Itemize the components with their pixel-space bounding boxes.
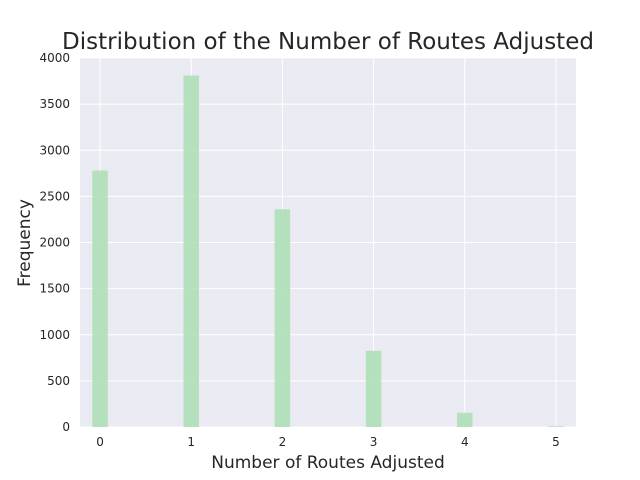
y-tick-label: 2000 — [39, 236, 70, 250]
y-tick-label: 1000 — [39, 328, 70, 342]
y-tick-label: 3000 — [39, 143, 70, 157]
y-tick-label: 0 — [62, 420, 70, 434]
bar — [548, 426, 564, 427]
y-axis-label: Frequency — [15, 199, 35, 287]
x-tick-label: 5 — [552, 435, 560, 449]
x-tick-label: 0 — [96, 435, 104, 449]
y-tick-label: 2500 — [39, 189, 70, 203]
x-tick-label: 4 — [461, 435, 469, 449]
x-tick-labels: 0 1 2 3 4 5 — [96, 435, 560, 449]
y-tick-label: 1500 — [39, 282, 70, 296]
y-tick-label: 4000 — [39, 51, 70, 65]
bar — [92, 170, 108, 428]
bar — [183, 75, 199, 427]
bar — [457, 412, 473, 427]
x-tick-label: 2 — [279, 435, 287, 449]
chart-title: Distribution of the Number of Routes Adj… — [62, 29, 594, 55]
y-tick-label: 500 — [47, 374, 70, 388]
x-tick-label: 1 — [187, 435, 195, 449]
bars — [92, 75, 564, 428]
y-tick-labels: 0 500 1000 1500 2000 2500 3000 3500 4000 — [39, 51, 70, 434]
x-tick-label: 3 — [370, 435, 378, 449]
y-tick-label: 3500 — [39, 97, 70, 111]
bar — [365, 350, 382, 427]
bar — [274, 209, 291, 427]
x-axis-label: Number of Routes Adjusted — [211, 453, 444, 473]
